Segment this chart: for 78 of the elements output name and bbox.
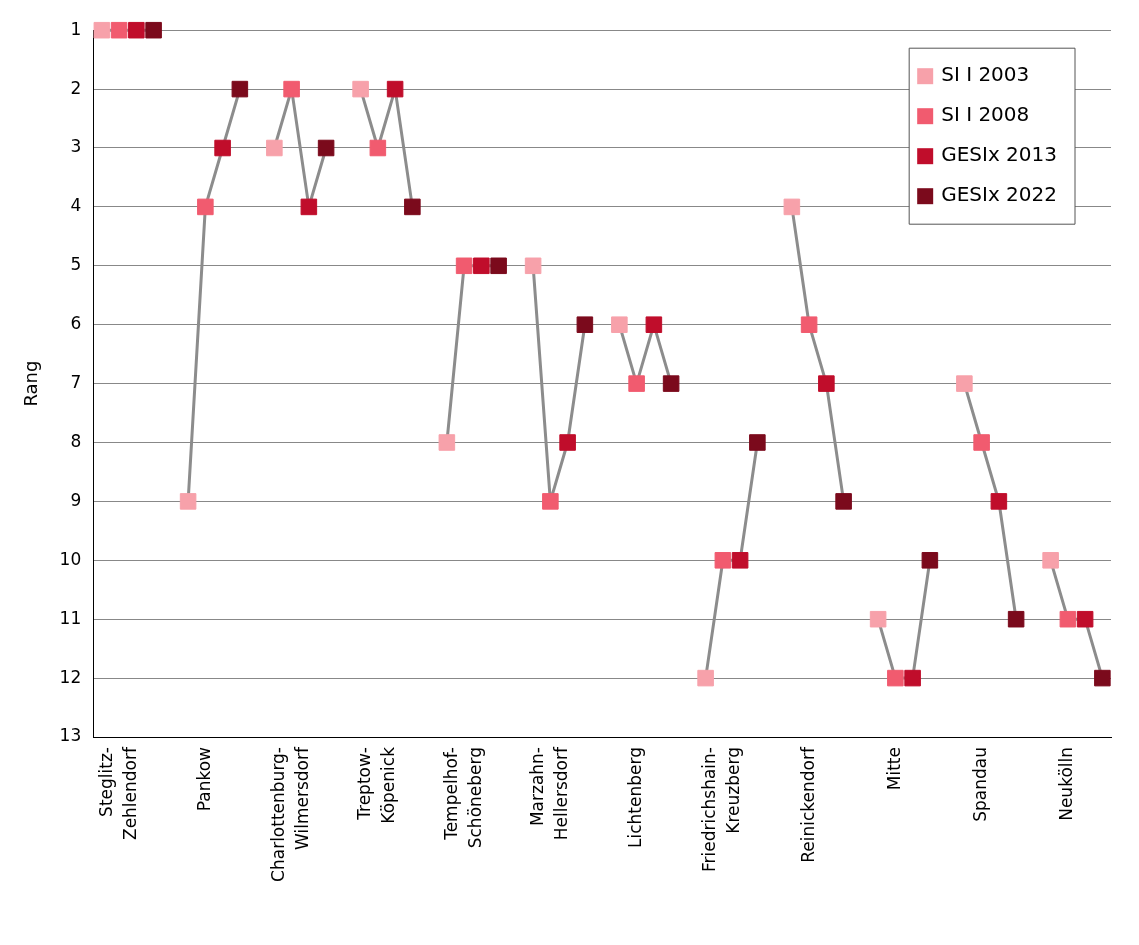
point <box>869 610 887 628</box>
y-tick-label: 7 <box>70 372 82 393</box>
x-tick-label: Tempelhof-Schöneberg <box>440 747 485 849</box>
y-tick-label: 5 <box>70 254 82 275</box>
point <box>645 316 663 333</box>
point <box>1042 552 1059 569</box>
x-tick-label: Treptow-Köpenick <box>354 746 399 824</box>
x-tick-label: Friedrichshain-Kreuzberg <box>699 747 744 873</box>
point <box>404 198 421 216</box>
point <box>283 80 300 98</box>
y-axis-title: Rang <box>20 360 42 407</box>
point <box>559 434 576 451</box>
point <box>128 21 145 39</box>
point <box>576 316 594 333</box>
x-tick-label: Steglitz-Zehlendorf <box>95 746 140 841</box>
x-tick-label: Pankow <box>193 746 214 812</box>
point <box>145 21 162 39</box>
point <box>352 80 369 98</box>
point <box>490 257 507 275</box>
y-tick-label: 10 <box>59 548 82 569</box>
point <box>662 375 680 392</box>
x-tick-label: Charlottenburg-Wilmersdorf <box>268 745 313 882</box>
x-tick-label: Reinickendorf <box>797 745 818 863</box>
legend-label: SI I 2003 <box>941 62 1030 87</box>
point <box>956 375 973 392</box>
point <box>800 316 818 333</box>
legend-label: SI I 2008 <box>941 102 1030 127</box>
point <box>300 198 318 216</box>
point <box>438 434 456 451</box>
point <box>835 493 852 510</box>
x-tick-label: Neukölln <box>1056 747 1077 821</box>
x-tick-label: Marzahn-Hellersdorf <box>526 746 571 841</box>
point <box>904 669 921 687</box>
point <box>455 257 473 275</box>
point <box>1059 610 1077 628</box>
point <box>524 257 542 275</box>
point <box>317 139 335 157</box>
point <box>697 669 714 687</box>
x-tick-label: Spandau <box>970 747 991 822</box>
x-tick-label: Lichtenberg <box>625 747 646 848</box>
y-tick-label: 11 <box>59 607 82 628</box>
point <box>1094 669 1111 687</box>
point <box>110 21 128 39</box>
point <box>473 257 490 275</box>
point <box>973 434 990 451</box>
point <box>628 375 645 392</box>
point <box>266 139 283 157</box>
point <box>1076 610 1094 628</box>
y-tick-label: 2 <box>70 77 82 98</box>
point <box>731 552 749 569</box>
point <box>179 493 197 510</box>
point <box>93 21 111 39</box>
y-tick-label: 12 <box>59 666 82 687</box>
point <box>921 552 939 569</box>
point <box>714 552 732 569</box>
point <box>1007 610 1025 628</box>
point <box>214 139 231 157</box>
point <box>542 493 559 510</box>
point <box>990 493 1008 510</box>
y-tick-label: 1 <box>70 18 82 39</box>
point <box>231 80 249 98</box>
y-tick-label: 8 <box>70 430 82 451</box>
point <box>818 375 835 392</box>
y-tick-label: 6 <box>70 313 82 334</box>
point <box>749 434 766 451</box>
point <box>386 80 404 98</box>
x-tick-label: Mitte <box>883 747 904 791</box>
point <box>369 139 387 157</box>
y-tick-label: 13 <box>59 725 82 746</box>
legend-label: GESIx 2022 <box>941 182 1058 207</box>
legend-label: GESIx 2013 <box>941 142 1058 167</box>
point <box>197 198 214 216</box>
point <box>783 198 801 216</box>
y-tick-label: 4 <box>70 195 82 216</box>
point <box>887 669 904 687</box>
y-tick-label: 9 <box>70 489 82 510</box>
point <box>611 316 628 333</box>
y-tick-label: 3 <box>70 136 82 157</box>
